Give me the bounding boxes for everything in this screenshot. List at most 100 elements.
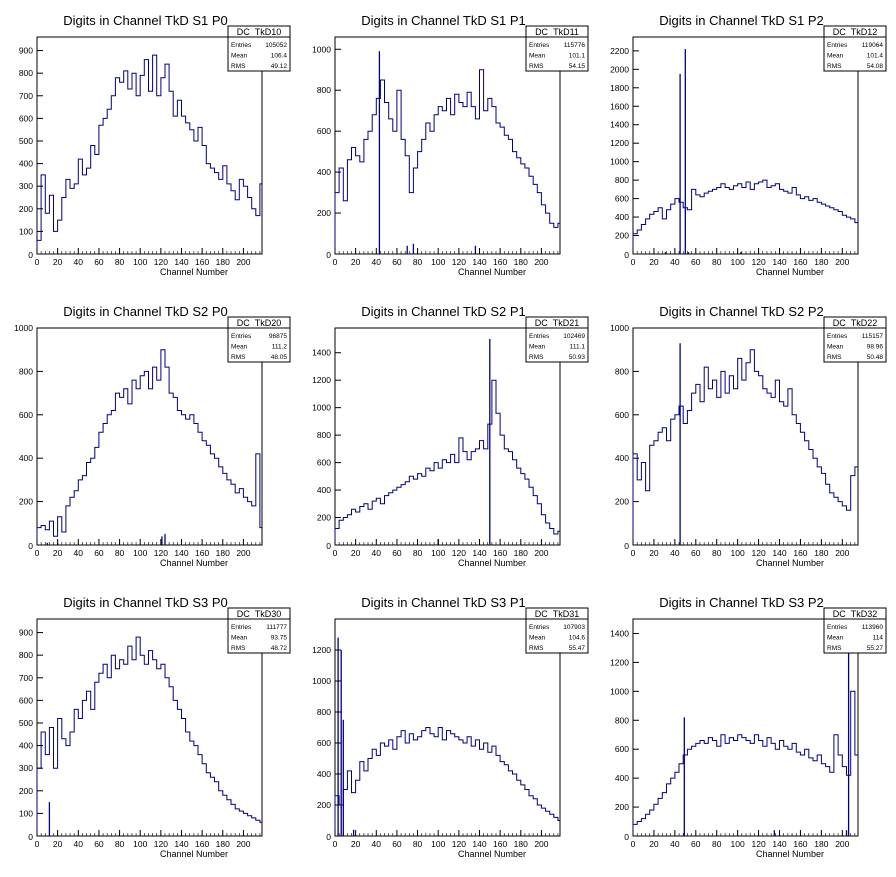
stats-box-name: DC_TkD11 [535, 27, 579, 37]
x-tick-label: 200 [835, 257, 849, 267]
y-tick-label: 600 [317, 738, 331, 748]
y-tick-label: 1800 [610, 83, 629, 93]
x-tick-label: 60 [691, 839, 701, 849]
x-tick-label: 160 [493, 257, 507, 267]
x-tick-label: 180 [514, 839, 528, 849]
x-tick-label: 40 [372, 839, 382, 849]
histogram-series [36, 636, 262, 836]
stats-label: RMS [231, 645, 246, 652]
y-tick-label: 400 [615, 212, 629, 222]
y-tick-label: 800 [19, 68, 33, 78]
x-tick-label: 0 [333, 257, 338, 267]
x-axis-label: Channel Number [458, 267, 526, 277]
x-tick-label: 200 [534, 257, 548, 267]
y-tick-label: 600 [317, 126, 331, 136]
stats-box: DC_TkD12 Entries 119064 Mean 101.4 RMS 54.08 [823, 25, 887, 72]
x-tick-label: 60 [94, 839, 104, 849]
x-tick-label: 200 [236, 839, 250, 849]
y-tick-label: 2200 [610, 46, 629, 56]
stats-value: 55.27 [867, 645, 884, 652]
y-tick-label: 500 [19, 718, 33, 728]
stats-box-name: DC_TkD30 [237, 609, 282, 619]
y-tick-label: 1000 [312, 676, 331, 686]
y-origin-label: 0 [28, 250, 33, 260]
stats-label: RMS [529, 63, 544, 70]
x-tick-label: 60 [392, 257, 402, 267]
x-tick-label: 60 [392, 548, 402, 558]
histogram-panel: Digits in Channel TkD S2 P2 0 20 40 60 80 100 1… [610, 304, 887, 568]
x-tick-label: 60 [94, 548, 104, 558]
y-tick-label: 800 [19, 650, 33, 660]
histogram-series [36, 54, 262, 254]
plot-frame [632, 618, 859, 837]
x-tick-label: 180 [814, 257, 828, 267]
x-tick-label: 140 [174, 839, 188, 849]
x-tick-label: 180 [216, 548, 230, 558]
stats-value: 111777 [266, 624, 287, 631]
x-tick-label: 160 [793, 257, 807, 267]
y-tick-label: 400 [317, 485, 331, 495]
x-tick-label: 200 [534, 839, 548, 849]
stats-value: 98.96 [867, 344, 884, 351]
x-tick-label: 100 [731, 548, 745, 558]
x-tick-label: 180 [216, 257, 230, 267]
y-tick-label: 400 [615, 773, 629, 783]
x-tick-label: 80 [413, 548, 423, 558]
stats-label: Mean [231, 53, 248, 60]
panel-title: Digits in Channel TkD S2 P2 [659, 304, 824, 319]
stats-label: Mean [827, 53, 844, 60]
y-tick-label: 700 [19, 673, 33, 683]
x-tick-label: 200 [236, 548, 250, 558]
stats-value: 111.2 [272, 344, 288, 351]
x-axis-label: Channel Number [756, 558, 824, 568]
x-tick-label: 160 [493, 839, 507, 849]
panel-title: Digits in Channel TkD S2 P1 [361, 304, 526, 319]
stats-label: Entries [231, 42, 252, 49]
stats-box-frame [525, 607, 589, 654]
y-tick-label: 800 [615, 366, 629, 376]
stats-label: Entries [827, 333, 848, 340]
y-tick-label: 800 [615, 715, 629, 725]
x-tick-label: 80 [712, 839, 722, 849]
stats-value: 106.4 [271, 53, 288, 60]
stats-value: 48.05 [271, 354, 288, 361]
stats-label: Mean [827, 344, 844, 351]
y-tick-label: 400 [19, 453, 33, 463]
x-tick-label: 120 [452, 839, 466, 849]
stats-box: DC_TkD11 Entries 115776 Mean 101.1 RMS 54.15 [525, 25, 589, 72]
x-tick-label: 120 [452, 548, 466, 558]
y-tick-label: 1000 [312, 44, 331, 54]
x-tick-label: 40 [372, 257, 382, 267]
stats-box-frame [227, 316, 291, 363]
y-origin-label: 0 [28, 832, 33, 842]
y-tick-label: 800 [615, 175, 629, 185]
stats-label: RMS [529, 354, 544, 361]
stats-value: 101.1 [569, 53, 586, 60]
y-tick-label: 800 [317, 430, 331, 440]
x-tick-label: 160 [493, 548, 507, 558]
y-tick-label: 400 [317, 769, 331, 779]
x-tick-label: 80 [115, 839, 125, 849]
y-tick-label: 600 [615, 194, 629, 204]
histogram-series [632, 179, 858, 254]
stats-value: 48.72 [271, 645, 288, 652]
x-tick-label: 120 [751, 839, 765, 849]
x-axis-label: Channel Number [160, 849, 228, 859]
histogram-panel: Digits in Channel TkD S3 P1 0 20 40 60 80 100 1… [312, 595, 589, 859]
stats-label: Mean [827, 635, 844, 642]
y-tick-label: 700 [19, 91, 33, 101]
stats-box-name: DC_TkD21 [535, 318, 580, 328]
y-tick-label: 1200 [610, 138, 629, 148]
x-axis-label: Channel Number [160, 558, 228, 568]
stats-box: DC_TkD30 Entries 111777 Mean 93.75 RMS 48.72 [227, 607, 291, 654]
x-tick-label: 120 [154, 257, 168, 267]
histogram-panel: Digits in Channel TkD S2 P1 0 20 40 60 80 100 1… [312, 304, 589, 568]
y-origin-label: 0 [28, 541, 33, 551]
x-tick-label: 40 [670, 257, 680, 267]
histogram-panel: Digits in Channel TkD S1 P0 0 20 40 60 80 100 1… [19, 13, 291, 277]
x-tick-label: 100 [431, 257, 445, 267]
plot-frame [36, 618, 263, 837]
x-tick-label: 180 [514, 257, 528, 267]
stats-box: DC_TkD20 Entries 96875 Mean 111.2 RMS 48.05 [227, 316, 291, 363]
x-tick-label: 160 [195, 839, 209, 849]
